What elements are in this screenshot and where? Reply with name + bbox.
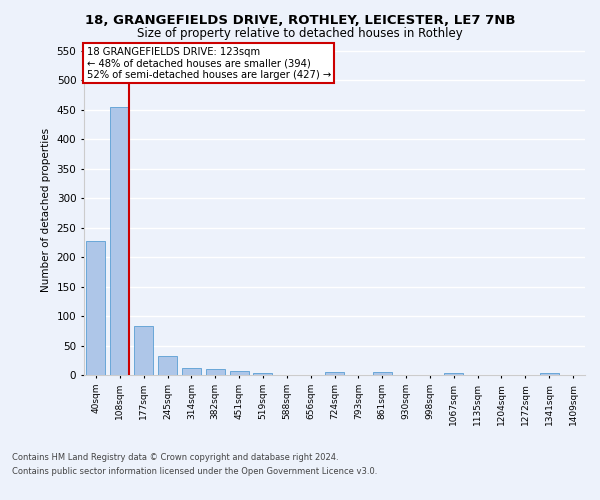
Bar [539, 372, 559, 375]
Text: Contains public sector information licensed under the Open Government Licence v3: Contains public sector information licen… [12, 467, 377, 476]
Text: Contains HM Land Registry data © Crown copyright and database right 2024.: Contains HM Land Registry data © Crown c… [12, 454, 338, 462]
Bar [182, 368, 201, 375]
Bar [206, 369, 225, 375]
Bar [110, 107, 130, 375]
Bar [158, 356, 177, 375]
Bar [134, 326, 153, 375]
Bar [373, 372, 392, 375]
Bar [444, 372, 463, 375]
Bar [253, 372, 272, 375]
Bar [325, 372, 344, 375]
Text: 18, GRANGEFIELDS DRIVE, ROTHLEY, LEICESTER, LE7 7NB: 18, GRANGEFIELDS DRIVE, ROTHLEY, LEICEST… [85, 14, 515, 27]
Bar [86, 240, 106, 375]
Text: 18 GRANGEFIELDS DRIVE: 123sqm
← 48% of detached houses are smaller (394)
52% of : 18 GRANGEFIELDS DRIVE: 123sqm ← 48% of d… [86, 46, 331, 80]
Y-axis label: Number of detached properties: Number of detached properties [41, 128, 51, 292]
Text: Size of property relative to detached houses in Rothley: Size of property relative to detached ho… [137, 28, 463, 40]
Bar [230, 371, 248, 375]
